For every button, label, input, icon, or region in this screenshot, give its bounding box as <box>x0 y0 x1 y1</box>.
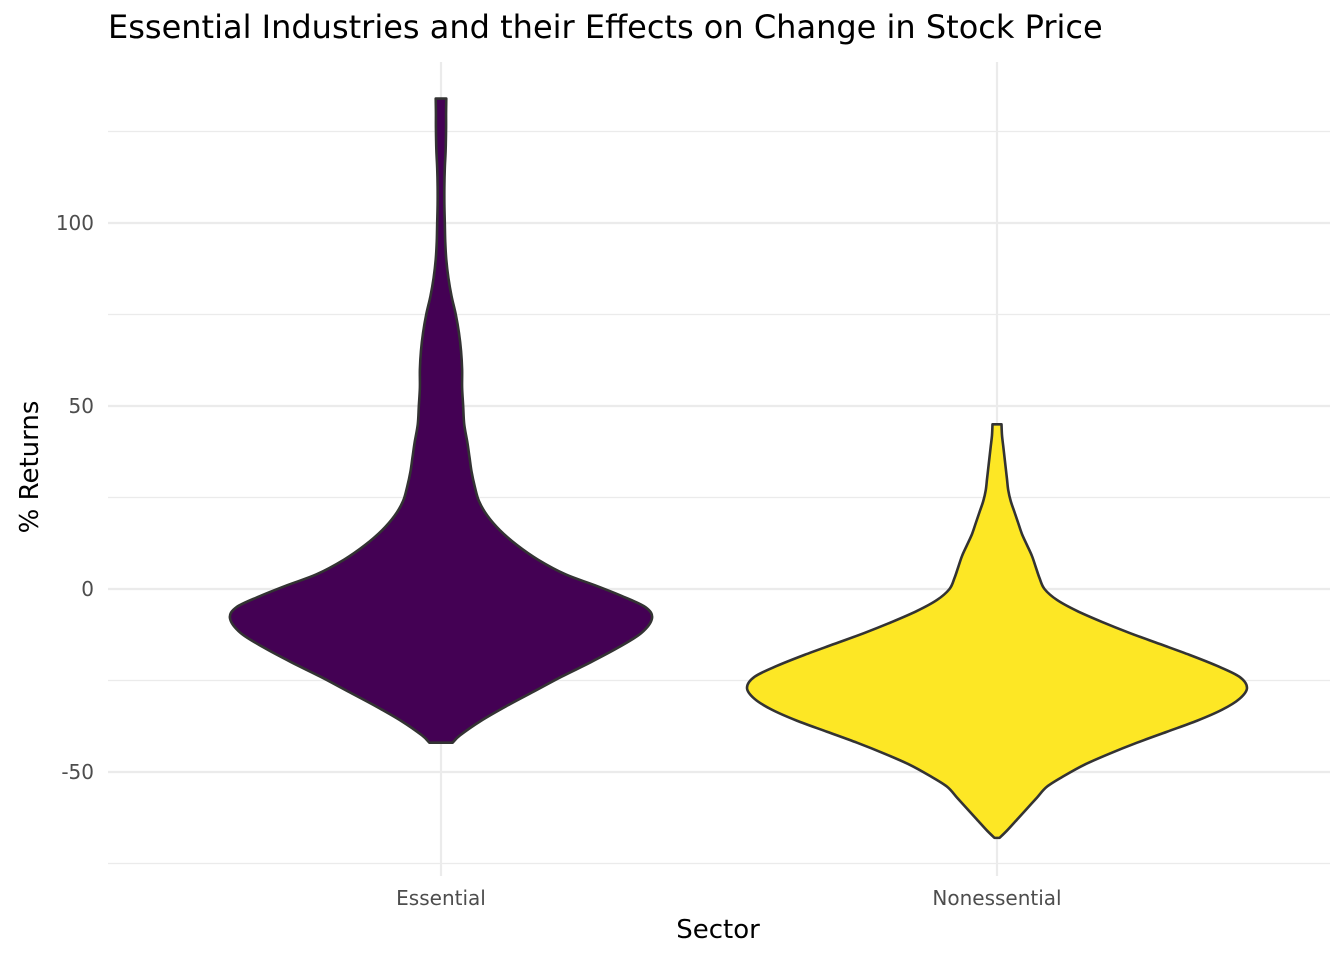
y-axis-title: % Returns <box>15 401 45 534</box>
y-tick-label: 50 <box>69 394 94 418</box>
y-tick-label: 100 <box>56 211 94 235</box>
y-axis-ticks: -50 0 50 100 <box>56 211 94 784</box>
chart-title: Essential Industries and their Effects o… <box>108 8 1103 46</box>
y-tick-label: -50 <box>61 760 94 784</box>
x-tick-label: Essential <box>396 886 486 910</box>
violins <box>228 97 1249 840</box>
x-axis-ticks: Essential Nonessential <box>396 886 1061 910</box>
gridlines <box>108 62 1330 876</box>
violin-nonessential <box>745 423 1249 840</box>
x-tick-label: Nonessential <box>932 886 1061 910</box>
x-axis-title: Sector <box>676 915 760 945</box>
violin-essential <box>228 97 654 745</box>
y-tick-label: 0 <box>81 577 94 601</box>
